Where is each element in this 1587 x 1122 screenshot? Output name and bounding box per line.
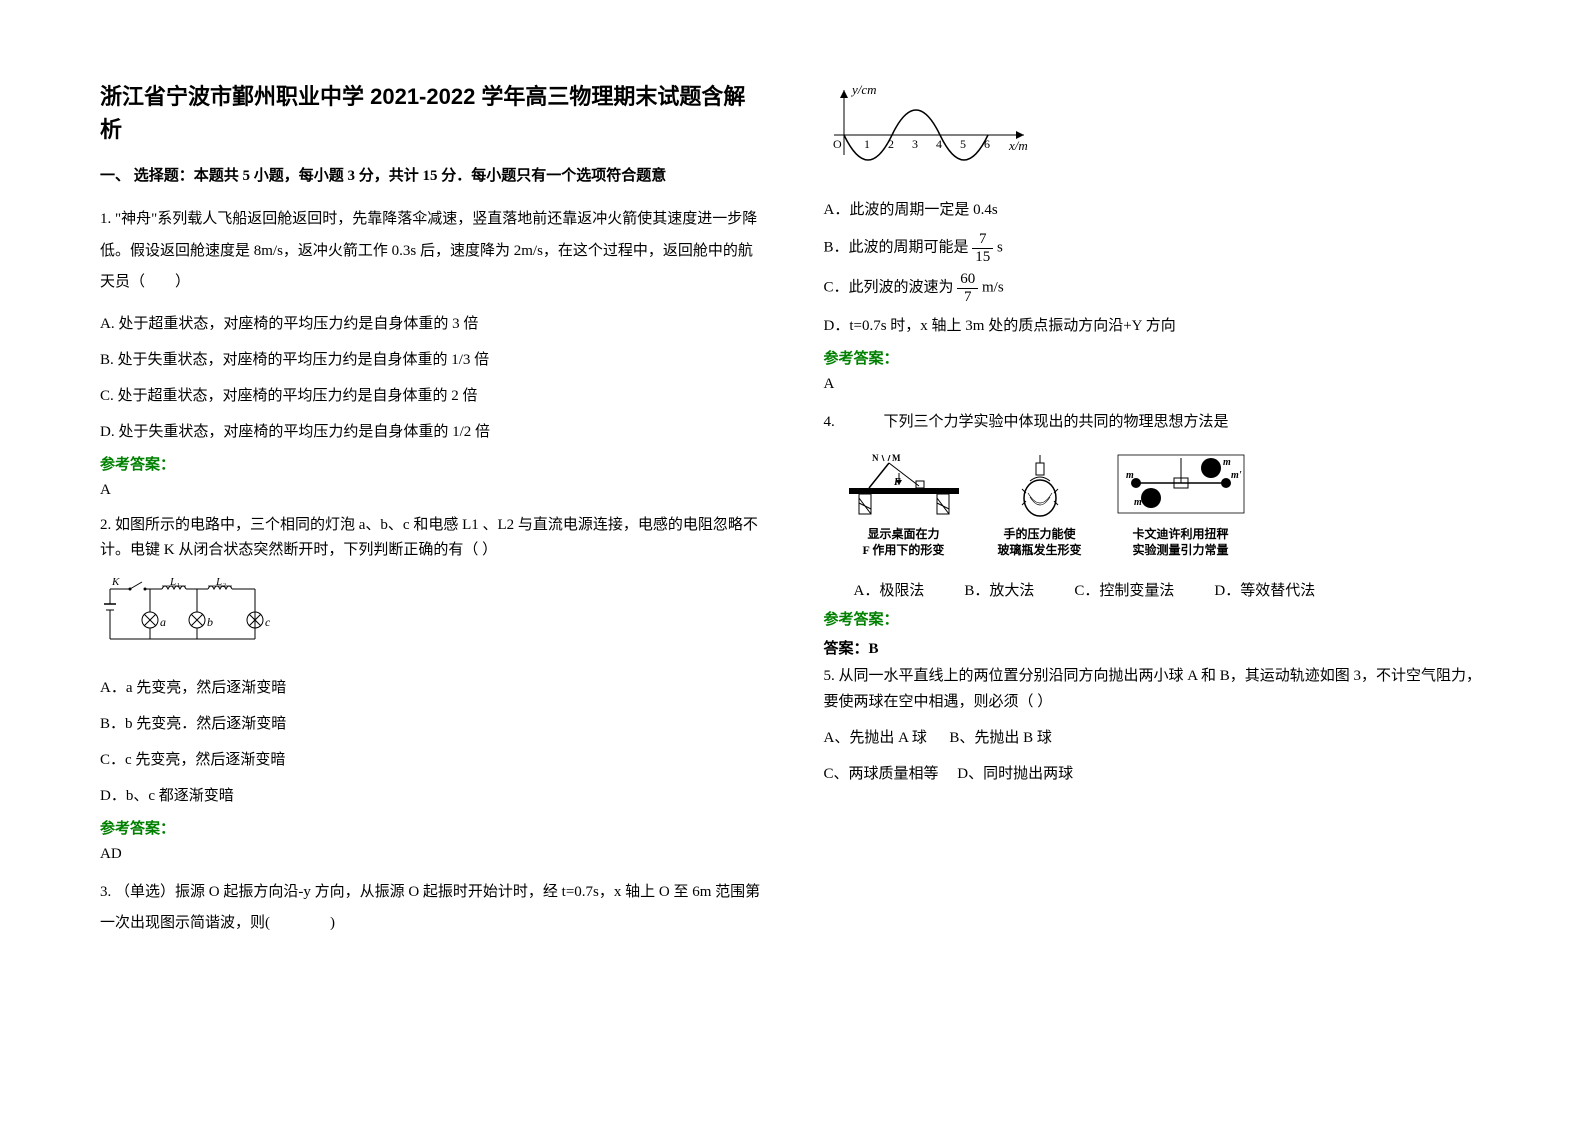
svg-text:m: m [1223, 457, 1231, 468]
q1-opt-a: A. 处于超重状态，对座椅的平均压力约是自身体重的 3 倍 [100, 309, 764, 339]
q3-b-prefix: B．此波的周期可能是 [824, 239, 969, 255]
svg-text:4: 4 [936, 137, 942, 151]
q4-options: A．极限法 B．放大法 C．控制变量法 D．等效替代法 [854, 579, 1488, 600]
fig-caption: 实验测量引力常量 [1133, 543, 1229, 557]
svg-text:N: N [872, 453, 879, 463]
q5-opts-ab: A、先抛出 A 球 B、先抛出 B 球 [824, 723, 1488, 753]
q3-stem: 3. （单选）振源 O 起振方向沿-y 方向，从振源 O 起振时开始计时，经 t… [100, 877, 764, 940]
q5-opt-a: A、先抛出 A 球 [824, 730, 927, 746]
svg-text:2: 2 [888, 137, 894, 151]
experiment-3: m m' m' m 卡文迪许利用扭秤实验测量引力常量 [1116, 453, 1246, 560]
q3-opt-b: B．此波的周期可能是 7 15 s [824, 231, 1488, 265]
svg-text:c: c [265, 615, 270, 629]
q1-answer-label: 参考答案： [100, 453, 764, 474]
fig-caption: 手的压力能使 [1004, 527, 1076, 541]
right-column: y/cm x/m O 1 2 3 4 5 6 A．此波的周期一定是 0.4s B… [824, 80, 1488, 1082]
frac-den: 15 [972, 249, 993, 266]
svg-text:b: b [207, 615, 213, 629]
svg-text:5: 5 [960, 137, 966, 151]
q1-opt-b: B. 处于失重状态，对座椅的平均压力约是自身体重的 1/3 倍 [100, 345, 764, 375]
q2-opt-c: C．c 先变亮，然后逐渐变暗 [100, 745, 764, 775]
q2-opt-d: D．b、c 都逐渐变暗 [100, 781, 764, 811]
experiment-2: 手的压力能使玻璃瓶发生形变 [998, 453, 1082, 560]
fraction-icon: 7 15 [972, 231, 993, 265]
q3-c-prefix: C．此列波的波速为 [824, 279, 954, 295]
svg-text:1: 1 [864, 137, 870, 151]
q3-answer: A [824, 376, 1488, 393]
fig-caption: 卡文迪许利用扭秤 [1133, 527, 1229, 541]
svg-text:3: 3 [912, 137, 918, 151]
q4-stem: 4. 下列三个力学实验中体现出的共同的物理思想方法是 [824, 407, 1488, 439]
fraction-icon: 60 7 [957, 271, 978, 305]
q3-c-suffix: m/s [982, 279, 1004, 295]
q2-opt-a: A．a 先变亮，然后逐渐变暗 [100, 673, 764, 703]
frac-num: 60 [957, 271, 978, 289]
q5-opt-d: D、同时抛出两球 [957, 766, 1073, 782]
experiment-figures: F N M 显示桌面在力F 作用下的形变 [824, 453, 1488, 560]
q1-opt-c: C. 处于超重状态，对座椅的平均压力约是自身体重的 2 倍 [100, 381, 764, 411]
q4-opt-d: D．等效替代法 [1214, 579, 1315, 600]
svg-text:a: a [160, 615, 166, 629]
page-container: 浙江省宁波市鄞州职业中学 2021-2022 学年高三物理期末试题含解析 一、 … [100, 80, 1487, 1082]
q1-stem: 1. "神舟"系列载人飞船返回舱返回时，先靠降落伞减速，竖直落地前还靠返冲火箭使… [100, 204, 764, 299]
q5-opts-cd: C、两球质量相等 D、同时抛出两球 [824, 759, 1488, 789]
frac-num: 7 [972, 231, 993, 249]
q3-answer-label: 参考答案： [824, 347, 1488, 368]
section-heading: 一、 选择题：本题共 5 小题，每小题 3 分，共计 15 分．每小题只有一个选… [100, 164, 764, 188]
exam-title: 浙江省宁波市鄞州职业中学 2021-2022 学年高三物理期末试题含解析 [100, 80, 764, 146]
svg-text:O: O [833, 137, 842, 151]
circuit-diagram: K L₁ L₂ [100, 574, 764, 659]
q3-b-suffix: s [997, 239, 1003, 255]
svg-text:K: K [111, 576, 120, 588]
q2-answer: AD [100, 846, 764, 863]
q2-opt-b: B．b 先变亮．然后逐渐变暗 [100, 709, 764, 739]
svg-text:M: M [892, 453, 901, 463]
q4-opt-a: A．极限法 [854, 579, 925, 600]
q3-opt-c: C．此列波的波速为 60 7 m/s [824, 271, 1488, 305]
x-axis-label: x/m [1008, 138, 1028, 153]
q5-stem: 5. 从同一水平直线上的两位置分别沿同方向抛出两小球 A 和 B，其运动轨迹如图… [824, 664, 1488, 715]
left-column: 浙江省宁波市鄞州职业中学 2021-2022 学年高三物理期末试题含解析 一、 … [100, 80, 764, 1082]
q3-opt-a: A．此波的周期一定是 0.4s [824, 195, 1488, 225]
experiment-1: F N M 显示桌面在力F 作用下的形变 [844, 453, 964, 560]
fig-caption: 玻璃瓶发生形变 [998, 543, 1082, 557]
fig-caption: F 作用下的形变 [863, 543, 945, 557]
fig-caption: 显示桌面在力 [867, 527, 939, 541]
svg-text:6: 6 [984, 137, 990, 151]
q1-answer: A [100, 482, 764, 499]
q4-answer-label: 参考答案： [824, 608, 1488, 629]
svg-text:m: m [1126, 470, 1134, 481]
svg-text:m': m' [1231, 470, 1242, 481]
q5-opt-b: B、先抛出 B 球 [949, 730, 1052, 746]
frac-den: 7 [957, 289, 978, 306]
q4-opt-c: C．控制变量法 [1074, 579, 1174, 600]
q4-answer: 答案：B [824, 637, 1488, 658]
q2-answer-label: 参考答案： [100, 817, 764, 838]
svg-text:m': m' [1134, 497, 1145, 508]
q2-stem: 2. 如图所示的电路中，三个相同的灯泡 a、b、c 和电感 L1 、L2 与直流… [100, 513, 764, 564]
q4-opt-b: B．放大法 [964, 579, 1034, 600]
q1-opt-d: D. 处于失重状态，对座椅的平均压力约是自身体重的 1/2 倍 [100, 417, 764, 447]
q3-opt-d: D．t=0.7s 时，x 轴上 3m 处的质点振动方向沿+Y 方向 [824, 311, 1488, 341]
wave-graph: y/cm x/m O 1 2 3 4 5 6 [824, 80, 1488, 175]
q5-opt-c: C、两球质量相等 [824, 766, 939, 782]
y-axis-label: y/cm [850, 82, 877, 97]
